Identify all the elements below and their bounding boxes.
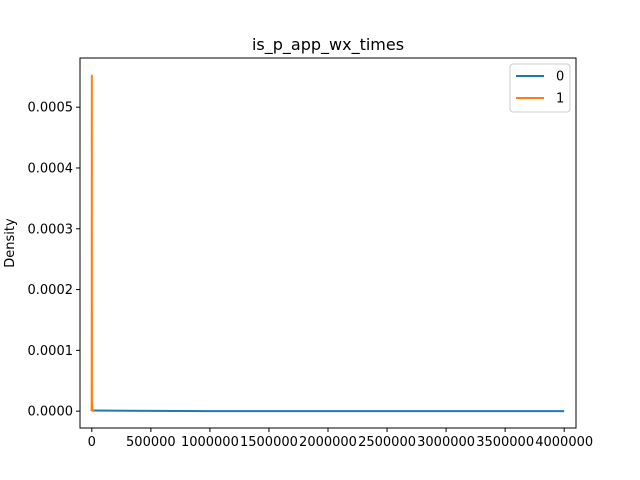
x-tick-label: 0	[88, 435, 96, 450]
legend-label-0: 0	[556, 70, 564, 85]
y-tick-label: 0.0000	[28, 405, 74, 420]
y-tick-label: 0.0005	[28, 101, 74, 116]
x-tick-label: 3500000	[476, 435, 534, 450]
x-tick-label: 2500000	[358, 435, 416, 450]
x-tick-label: 2000000	[299, 435, 357, 450]
y-tick-label: 0.0001	[28, 344, 74, 359]
series-line-0	[90, 409, 565, 413]
x-tick-label: 1000000	[181, 435, 239, 450]
y-tick-label: 0.0004	[28, 161, 74, 176]
legend: 01	[509, 63, 571, 113]
x-tick-label: 1500000	[240, 435, 298, 450]
series-line-1	[90, 74, 95, 413]
y-tick-label: 0.0002	[28, 283, 74, 298]
series-layer	[90, 74, 565, 413]
legend-label-1: 1	[556, 92, 564, 107]
x-axis-ticks: 0 500000 1000000 1500000 2000000 2500000 30000…	[88, 428, 593, 450]
chart-title: is_p_app_wx_times	[252, 35, 404, 55]
x-tick-label: 3000000	[417, 435, 475, 450]
x-tick-label: 500000	[126, 435, 176, 450]
y-axis-ticks: 0.0000 0.0001 0.0002 0.0003 0.0004 0.0005	[28, 101, 80, 420]
x-tick-label: 4000000	[535, 435, 593, 450]
y-tick-label: 0.0003	[28, 222, 74, 237]
y-axis-label: Density	[3, 218, 18, 268]
